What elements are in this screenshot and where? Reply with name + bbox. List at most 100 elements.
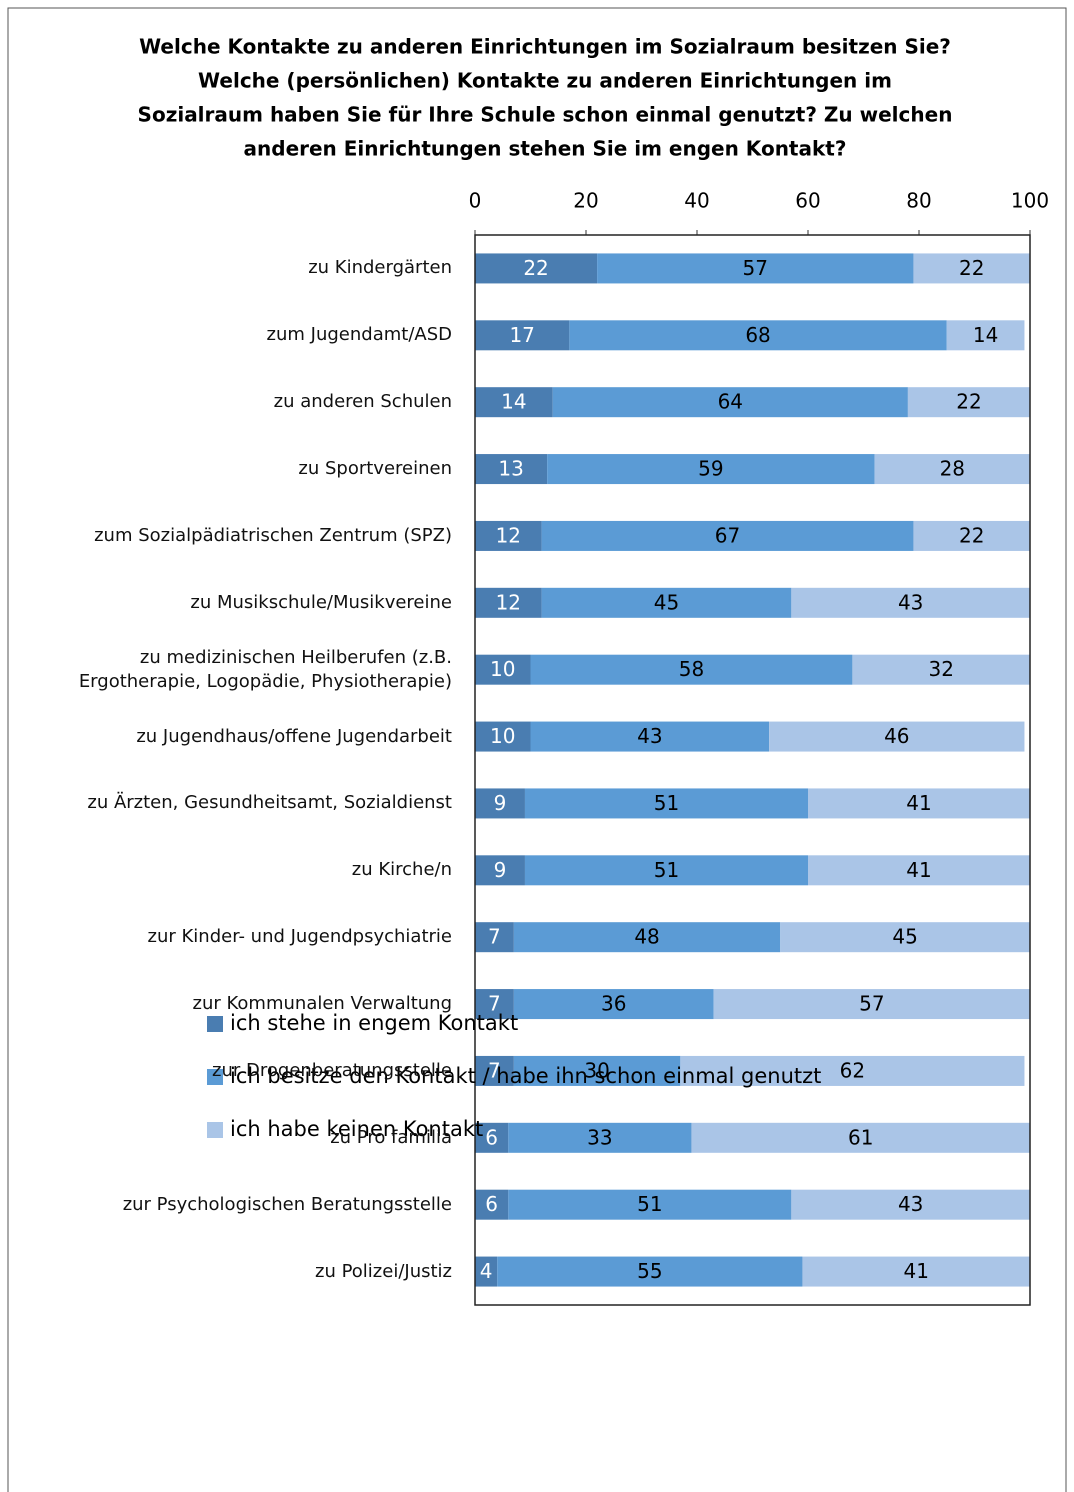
data-label: 41 (906, 858, 931, 882)
bar-segment (808, 788, 1030, 819)
bar-segment (475, 1055, 514, 1086)
data-label: 32 (928, 657, 953, 681)
data-label: 22 (956, 390, 981, 414)
category-label: zu Kindergärten (308, 257, 452, 279)
bar-segment (475, 520, 542, 551)
data-label: 41 (903, 1259, 928, 1283)
legend-swatch (207, 1069, 223, 1085)
data-label: 7 (488, 1058, 501, 1082)
data-label: 45 (892, 925, 917, 949)
bar-segment (475, 454, 548, 485)
bar-segment (475, 855, 525, 886)
bar-segment (946, 320, 1025, 351)
bar-segment (907, 387, 1030, 418)
data-label: 51 (637, 1192, 662, 1216)
bar-segment (547, 454, 875, 485)
category-label: zur Psychologischen Beratungsstelle (122, 1193, 452, 1215)
bar-segment (475, 587, 542, 618)
x-tick-label: 60 (795, 189, 820, 213)
category-label: zum Sozialpädiatrischen Zentrum (SPZ) (94, 524, 452, 546)
bar-segment (475, 788, 525, 819)
bar-segment (808, 855, 1030, 886)
x-tick-label: 100 (1011, 189, 1049, 213)
data-label: 4 (480, 1259, 493, 1283)
chart-title: Welche Kontakte zu anderen Einrichtungen… (139, 35, 951, 59)
category-label: zur Kinder- und Jugendpsychiatrie (147, 926, 453, 948)
data-label: 43 (637, 724, 662, 748)
bar-segment (475, 654, 531, 685)
data-label: 68 (745, 323, 770, 347)
data-label: 62 (840, 1058, 865, 1082)
data-label: 61 (848, 1125, 873, 1149)
data-label: 57 (859, 992, 884, 1016)
bar-segment (680, 1055, 1025, 1086)
data-label: 28 (940, 457, 965, 481)
category-label: zu Pro familia (330, 1126, 452, 1148)
chart-title: Welche (persönlichen) Kontakte zu andere… (198, 69, 892, 93)
bar-segment (475, 387, 553, 418)
category-label: zu Ärzten, Gesundheitsamt, Sozialdienst (87, 792, 452, 814)
frame (7, 7, 1067, 1492)
bar-segment (475, 320, 570, 351)
bar-segment (513, 922, 781, 953)
bar-segment (475, 253, 598, 284)
data-label: 48 (634, 925, 659, 949)
data-label: 36 (601, 992, 626, 1016)
bar-segment (874, 454, 1030, 485)
data-label: 7 (488, 992, 501, 1016)
bar-segment (913, 520, 1030, 551)
category-label: zu Kirche/n (351, 859, 452, 881)
bar-segment (852, 654, 1030, 685)
data-label: 6 (485, 1192, 498, 1216)
data-label: 13 (498, 457, 523, 481)
bar-segment (541, 587, 792, 618)
bar-segment (597, 253, 914, 284)
data-label: 51 (654, 858, 679, 882)
bar-segment (802, 1256, 1030, 1287)
data-label: 10 (490, 724, 515, 748)
bar-segment (508, 1189, 792, 1220)
data-label: 33 (587, 1125, 612, 1149)
data-label: 7 (488, 925, 501, 949)
data-label: 46 (884, 724, 909, 748)
data-label: 17 (509, 323, 534, 347)
data-label: 10 (490, 657, 515, 681)
data-label: 12 (496, 523, 521, 547)
bar-segment (475, 922, 514, 953)
x-tick-label: 40 (684, 189, 709, 213)
category-label: zur Drogenberatungsstelle (212, 1059, 452, 1081)
bar-segment (552, 387, 908, 418)
data-label: 58 (679, 657, 704, 681)
bar-segment (769, 721, 1025, 752)
data-label: 67 (715, 523, 740, 547)
bar-segment (475, 1256, 498, 1287)
data-label: 45 (654, 590, 679, 614)
bar-segment (541, 520, 914, 551)
category-label: zu Sportvereinen (298, 458, 452, 480)
data-label: 6 (485, 1125, 498, 1149)
data-label: 9 (494, 858, 507, 882)
chart-title: Sozialraum haben Sie für Ihre Schule sch… (138, 103, 953, 127)
data-label: 59 (698, 457, 723, 481)
legend-swatch (207, 1016, 223, 1032)
bar-segment (475, 1122, 509, 1153)
legend-label: ich stehe in engem Kontakt (230, 1011, 518, 1035)
legend-label: ich habe keinen Kontakt (230, 1117, 483, 1141)
category-label: zu Musikschule/Musikvereine (190, 591, 452, 613)
bar-segment (513, 989, 714, 1020)
category-label: zu medizinischen Heilberufen (z.B. Ergot… (78, 646, 452, 692)
bar-segment (913, 253, 1030, 284)
data-label: 30 (584, 1058, 609, 1082)
data-label: 9 (494, 791, 507, 815)
bar-segment (508, 1122, 692, 1153)
category-label: zu Polizei/Justiz (315, 1260, 452, 1282)
bar-segment (791, 587, 1030, 618)
category-label: zum Jugendamt/ASD (266, 324, 452, 346)
data-label: 14 (501, 390, 526, 414)
data-label: 12 (496, 590, 521, 614)
bar-segment (475, 989, 514, 1020)
data-label: 43 (898, 1192, 923, 1216)
x-tick-label: 0 (469, 189, 482, 213)
